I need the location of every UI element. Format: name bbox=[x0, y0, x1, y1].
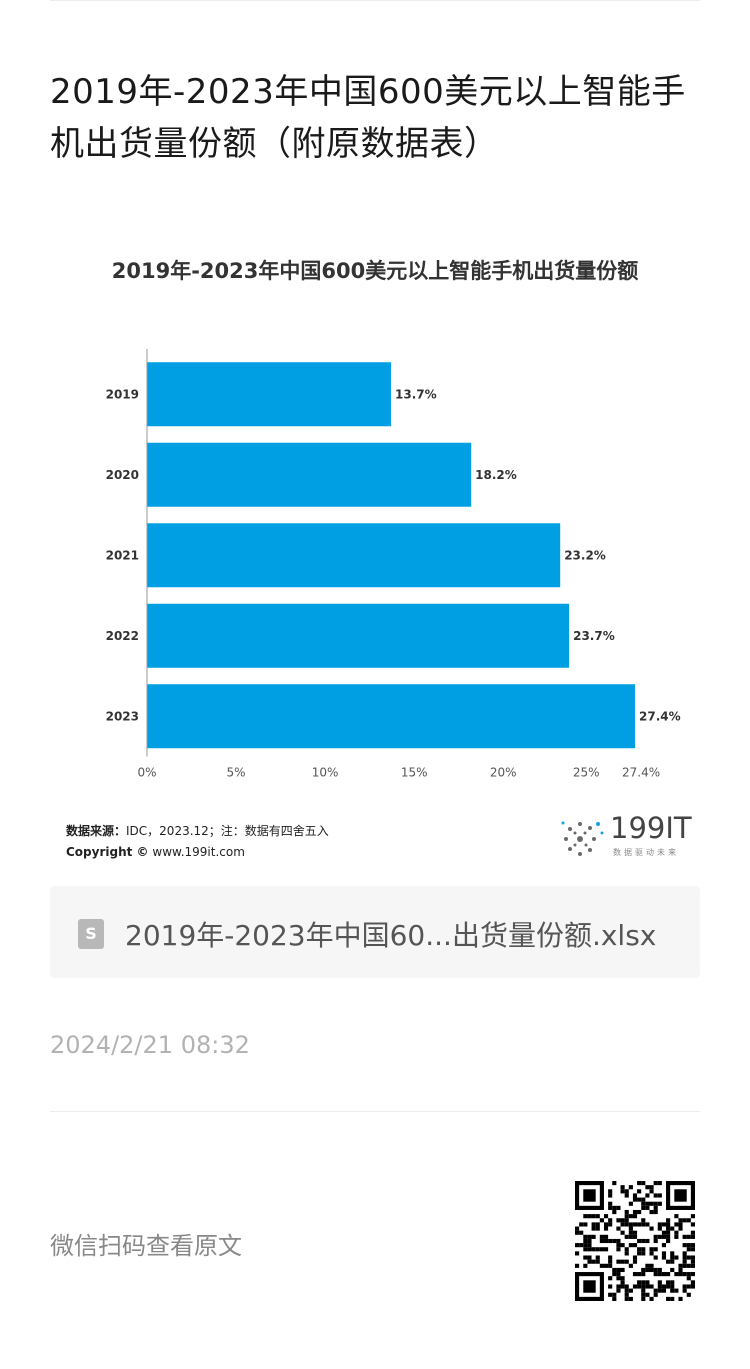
logo-dandelion-icon bbox=[561, 821, 604, 856]
x-tick-label: 15% bbox=[401, 766, 428, 780]
top-divider bbox=[50, 0, 700, 1]
x-tick-label: 5% bbox=[227, 766, 246, 780]
x-tick-label: 20% bbox=[490, 766, 517, 780]
attachment-card[interactable]: S 2019年-2023年中国60...出货量份额.xlsx bbox=[50, 886, 700, 978]
logo-text: 199IT bbox=[610, 811, 692, 845]
bar-chart: 2019 13.7% 2020 18.2% 2021 23.2% 2022 23.7% 2023… bbox=[106, 349, 681, 780]
copyright-label: Copyright © bbox=[66, 845, 149, 859]
data-label: 18.2% bbox=[475, 468, 517, 482]
x-tick-label: 0% bbox=[137, 766, 156, 780]
data-label: 23.2% bbox=[564, 548, 606, 562]
bar-2019 bbox=[147, 362, 391, 427]
copyright-url: www.199it.com bbox=[152, 845, 245, 859]
chart-title: 2019年-2023年中国600美元以上智能手机出货量份额 bbox=[111, 259, 639, 283]
copyright-line: Copyright © www.199it.com bbox=[66, 842, 329, 863]
data-label: 23.7% bbox=[573, 629, 615, 643]
data-label: 27.4% bbox=[639, 709, 681, 723]
chart-footer: 数据来源：IDC，2023.12；注：数据有四舍五入 Copyright © w… bbox=[66, 821, 329, 863]
x-tick-label: 10% bbox=[312, 766, 339, 780]
bottom-divider bbox=[50, 1111, 700, 1112]
199it-logo: 199IT 数据驱动未来 bbox=[558, 811, 698, 861]
article-title: 2019年-2023年中国600美元以上智能手机出货量份额（附原数据表） bbox=[50, 72, 686, 164]
qr-code-icon[interactable] bbox=[575, 1181, 695, 1301]
source-text: IDC，2023.12；注：数据有四舍五入 bbox=[126, 824, 329, 838]
bar-2021 bbox=[147, 523, 561, 588]
y-tick-label: 2021 bbox=[106, 548, 139, 562]
x-tick-label: 27.4% bbox=[622, 766, 660, 780]
bar-2023 bbox=[147, 684, 635, 749]
spreadsheet-file-icon: S bbox=[78, 919, 104, 949]
y-tick-label: 2020 bbox=[106, 468, 139, 482]
chart-image: 2019年-2023年中国600美元以上智能手机出货量份额 2019 13.7% 2… bbox=[50, 225, 700, 875]
bar-2020 bbox=[147, 442, 472, 507]
y-tick-label: 2022 bbox=[106, 629, 139, 643]
data-label: 13.7% bbox=[395, 387, 437, 401]
logo-tagline: 数据驱动未来 bbox=[613, 848, 679, 857]
source-line: 数据来源：IDC，2023.12；注：数据有四舍五入 bbox=[66, 821, 329, 842]
source-label: 数据来源： bbox=[66, 824, 127, 838]
publish-timestamp: 2024/2/21 08:32 bbox=[50, 1031, 250, 1059]
attachment-file-name[interactable]: 2019年-2023年中国60...出货量份额.xlsx bbox=[125, 919, 657, 952]
x-tick-label: 25% bbox=[573, 766, 600, 780]
bar-2022 bbox=[147, 603, 570, 668]
y-tick-label: 2023 bbox=[106, 709, 139, 723]
qr-hint-text: 微信扫码查看原文 bbox=[50, 1232, 242, 1260]
y-tick-label: 2019 bbox=[106, 387, 139, 401]
